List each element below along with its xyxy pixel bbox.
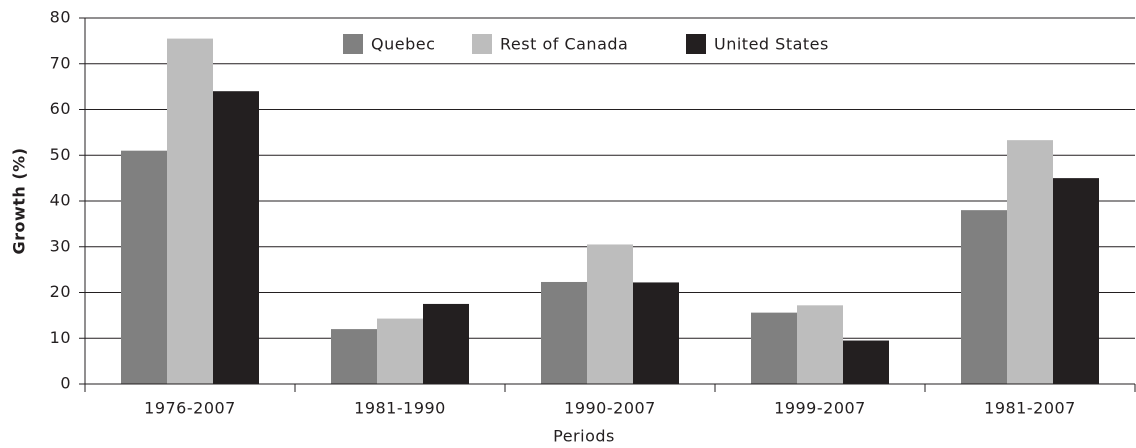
bar [213,91,259,384]
y-tick-label: 30 [50,236,71,255]
y-tick-label: 60 [50,99,71,118]
x-tick-label: 1981-2007 [984,399,1076,418]
x-axis-label: Periods [553,427,615,446]
bar [751,312,797,384]
bar [633,282,679,384]
legend-label: Quebec [371,35,435,54]
y-axis-label: Growth (%) [10,147,29,254]
bar [121,150,167,384]
x-tick-label: 1990-2007 [564,399,656,418]
legend-label: Rest of Canada [500,35,628,54]
bar [1007,140,1053,384]
bar [377,318,423,384]
bar [843,340,889,384]
x-tick-label: 1999-2007 [774,399,866,418]
y-tick-label: 50 [50,145,71,164]
bar [541,281,587,384]
legend-swatch [472,34,492,54]
y-tick-label: 20 [50,282,71,301]
bar [797,305,843,384]
bar [167,38,213,385]
y-tick-label: 80 [50,8,71,27]
y-tick-label: 70 [50,53,71,72]
bar [331,329,377,384]
bar [587,244,633,384]
x-tick-label: 1981-1990 [354,399,446,418]
x-tick-label: 1976-2007 [144,399,236,418]
bar [961,210,1007,384]
legend-swatch [686,34,706,54]
y-tick-label: 40 [50,191,71,210]
y-tick-label: 0 [60,374,71,393]
bar [423,303,469,384]
bar [1053,178,1099,384]
legend-label: United States [714,35,829,54]
legend-swatch [343,34,363,54]
y-tick-label: 10 [50,328,71,347]
